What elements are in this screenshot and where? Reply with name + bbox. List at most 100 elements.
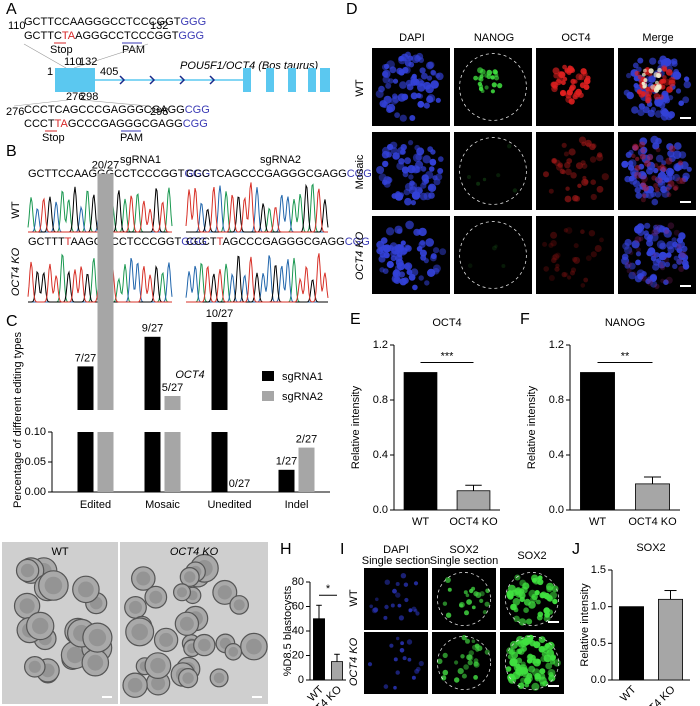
embryo-inner xyxy=(88,628,107,647)
nucleus xyxy=(494,244,498,248)
nucleus xyxy=(679,177,686,184)
nucleus xyxy=(653,224,659,230)
nucleus xyxy=(423,258,429,264)
nucleus xyxy=(650,106,657,113)
value-label: 5/27 xyxy=(162,382,183,394)
nucleus xyxy=(656,240,666,249)
value-label: 20/27 xyxy=(92,160,120,172)
sequence: CCCTCAGCCCGAGGGCGAGGCGG xyxy=(24,104,210,116)
nucleus xyxy=(663,257,670,263)
nucleus xyxy=(402,656,407,661)
nucleus xyxy=(410,200,416,206)
bar xyxy=(97,432,114,492)
nucleus xyxy=(628,271,636,280)
bar xyxy=(164,432,181,492)
nucleus xyxy=(512,598,521,606)
bar xyxy=(144,432,161,492)
nucleus xyxy=(645,94,652,102)
nucleus xyxy=(392,152,400,160)
nucleus xyxy=(367,662,373,667)
nucleus xyxy=(672,173,681,182)
nucleus xyxy=(548,275,555,281)
nucleus xyxy=(418,240,426,249)
nucleus xyxy=(414,668,420,674)
nucleus xyxy=(517,682,525,689)
nucleus xyxy=(418,660,424,667)
nucleus xyxy=(412,284,418,291)
nucleus xyxy=(525,618,533,625)
nucleus xyxy=(681,254,689,262)
nucleus xyxy=(543,266,549,272)
chart-title: NANOG xyxy=(605,317,645,329)
nucleus xyxy=(408,273,416,281)
micrograph xyxy=(454,216,532,294)
nucleus xyxy=(632,62,639,69)
sequence: CCCTCAGCCCGAGGGCGAGGCGG xyxy=(186,168,372,180)
nucleus xyxy=(539,668,546,675)
nucleus xyxy=(469,588,474,594)
nucleus xyxy=(686,166,692,172)
guide-line xyxy=(23,43,67,69)
nucleus xyxy=(394,225,403,234)
nucleus xyxy=(415,78,424,87)
nucleus xyxy=(572,256,578,263)
chart-title: OCT4 xyxy=(175,369,204,381)
nucleus xyxy=(425,171,434,179)
nucleus xyxy=(651,229,659,236)
nucleus xyxy=(635,156,640,162)
sequence-part: GCTTC xyxy=(24,30,62,42)
embryo-outline xyxy=(505,572,559,626)
nucleus xyxy=(683,76,690,82)
nucleus xyxy=(507,673,515,681)
nucleus xyxy=(385,82,392,89)
nucleus xyxy=(417,188,423,194)
nucleus xyxy=(398,158,405,165)
nucleus xyxy=(654,98,663,107)
nucleus xyxy=(419,249,427,257)
nucleus xyxy=(391,193,398,199)
nucleus xyxy=(581,163,588,169)
nucleus xyxy=(667,222,675,229)
nucleus xyxy=(494,75,500,81)
nucleus xyxy=(676,258,683,265)
sequence-part: GCTTT xyxy=(28,236,65,248)
nucleus xyxy=(665,69,673,76)
nucleus xyxy=(484,601,490,607)
panel-label: B xyxy=(6,143,17,160)
embryo-inner xyxy=(32,617,49,635)
nucleus xyxy=(479,74,484,79)
column-header: Merge xyxy=(642,32,673,44)
chromatogram-trace xyxy=(186,253,329,303)
nucleus xyxy=(424,280,430,286)
micrograph xyxy=(536,216,614,294)
y-tick-label: 1.5 xyxy=(591,564,606,576)
nucleus xyxy=(552,253,560,261)
nucleus xyxy=(639,153,646,160)
nucleus xyxy=(550,654,557,660)
nucleus xyxy=(641,275,648,282)
nucleus xyxy=(410,92,418,100)
nucleus xyxy=(634,236,642,243)
nucleus xyxy=(678,266,685,272)
nucleus xyxy=(640,197,646,203)
nucleus xyxy=(396,636,400,641)
nucleus xyxy=(454,677,460,683)
pam-label: PAM xyxy=(122,44,145,56)
nucleus xyxy=(415,153,423,161)
embryo-inner xyxy=(176,587,188,598)
nucleus xyxy=(408,140,414,146)
row-label: OCT4 KO xyxy=(354,231,366,280)
nucleus xyxy=(634,227,641,234)
nucleus xyxy=(518,618,527,626)
nucleus xyxy=(668,145,676,152)
value-label: 7/27 xyxy=(75,352,96,364)
nucleus xyxy=(545,662,553,670)
nucleus xyxy=(641,81,645,86)
nucleus xyxy=(438,156,444,162)
nucleus xyxy=(550,231,558,239)
nucleus xyxy=(509,658,518,667)
nucleus xyxy=(628,250,634,255)
nucleus xyxy=(644,222,651,229)
chromatogram-trace xyxy=(186,183,328,233)
x-tick-label: Indel xyxy=(285,499,309,511)
